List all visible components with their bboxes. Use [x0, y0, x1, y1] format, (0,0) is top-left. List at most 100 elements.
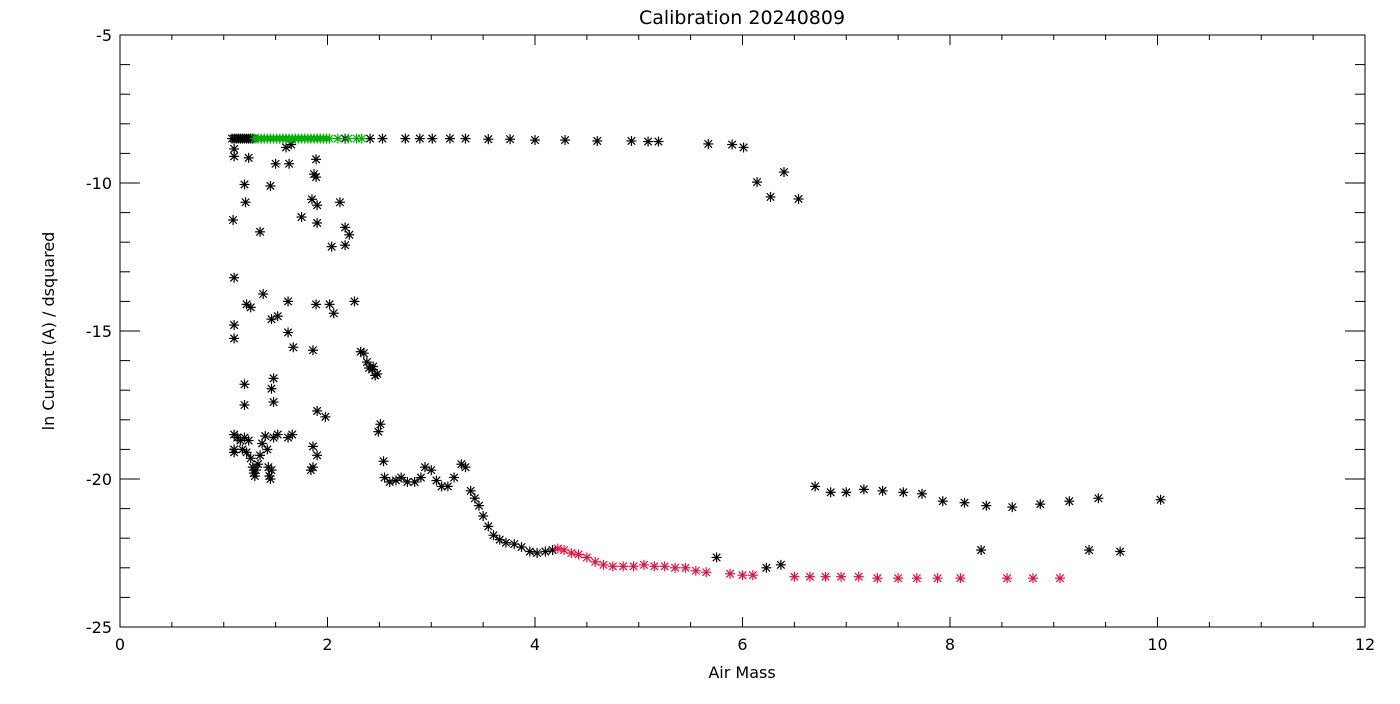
- x-tick-label: 10: [1147, 635, 1167, 654]
- data-point: [955, 573, 966, 584]
- data-point: [959, 497, 970, 508]
- data-point: [239, 179, 250, 190]
- data-point: [340, 222, 351, 233]
- y-tick-label: -10: [86, 174, 112, 193]
- data-point: [324, 299, 335, 310]
- chart-title: Calibration 20240809: [639, 7, 845, 29]
- data-point: [312, 450, 323, 461]
- data-point: [573, 549, 584, 560]
- data-point: [284, 158, 295, 169]
- data-point: [373, 426, 384, 437]
- data-point: [384, 476, 395, 487]
- data-point: [473, 500, 484, 511]
- x-tick-label: 8: [945, 635, 955, 654]
- x-tick-label: 6: [737, 635, 747, 654]
- data-point: [643, 136, 654, 147]
- data-point: [530, 135, 540, 146]
- data-point: [365, 133, 376, 144]
- data-point: [311, 172, 322, 183]
- data-point: [752, 177, 763, 188]
- data-point: [670, 562, 681, 573]
- x-tick-label: 2: [322, 635, 332, 654]
- data-point: [465, 485, 476, 496]
- data-point: [911, 573, 922, 584]
- data-point: [825, 487, 836, 498]
- data-point: [500, 537, 511, 548]
- y-tick-label: -5: [96, 26, 112, 45]
- data-point: [841, 487, 852, 498]
- data-point: [311, 154, 322, 165]
- data-point: [680, 562, 691, 573]
- data-point: [229, 151, 240, 162]
- data-point: [804, 571, 815, 582]
- data-point: [272, 429, 283, 440]
- data-point: [415, 472, 426, 483]
- data-point: [469, 493, 480, 504]
- data-point: [937, 496, 948, 507]
- data-point: [265, 474, 276, 484]
- data-point: [638, 559, 649, 570]
- data-point: [488, 530, 499, 541]
- data-point: [810, 481, 821, 492]
- data-point: [659, 561, 670, 572]
- data-point: [893, 573, 904, 584]
- data-point: [649, 561, 660, 572]
- data-point: [701, 567, 712, 578]
- data-point: [618, 561, 629, 572]
- data-point: [598, 559, 609, 570]
- y-tick-label: -20: [86, 470, 112, 489]
- data-point: [245, 453, 256, 464]
- data-point: [460, 133, 471, 144]
- data-point: [307, 462, 318, 473]
- data-point: [349, 296, 360, 307]
- data-point: [260, 431, 271, 442]
- data-point: [344, 229, 355, 240]
- data-point: [436, 481, 447, 492]
- data-point: [255, 226, 266, 237]
- data-point: [266, 465, 277, 476]
- data-point: [228, 215, 239, 225]
- data-point: [312, 405, 323, 416]
- data-point: [252, 459, 263, 470]
- data-point: [626, 135, 637, 146]
- data-point: [400, 133, 411, 144]
- data-point: [239, 400, 250, 410]
- data-point: [505, 134, 516, 145]
- data-point: [426, 465, 437, 476]
- data-point: [262, 444, 273, 455]
- y-tick-label: -15: [86, 322, 112, 341]
- data-point: [296, 212, 307, 223]
- data-point: [287, 429, 298, 440]
- data-point: [524, 546, 535, 557]
- data-point: [1002, 573, 1013, 584]
- data-point: [607, 561, 618, 572]
- data-point: [320, 411, 331, 422]
- data-point: [288, 342, 299, 353]
- data-point: [820, 571, 831, 582]
- data-point: [540, 546, 551, 557]
- data-point: [268, 373, 279, 384]
- data-point: [358, 348, 369, 359]
- data-point: [738, 142, 749, 153]
- data-point: [976, 545, 987, 556]
- data-point: [272, 311, 283, 322]
- data-point: [240, 197, 251, 208]
- data-point: [229, 143, 240, 154]
- data-point: [552, 543, 563, 554]
- data-point: [311, 299, 322, 310]
- data-point: [1084, 545, 1095, 556]
- data-point: [877, 485, 888, 496]
- data-point: [268, 397, 279, 408]
- data-point: [375, 419, 386, 430]
- data-point: [711, 552, 722, 563]
- data-point: [1054, 573, 1065, 584]
- data-point: [981, 500, 992, 511]
- data-point: [409, 476, 420, 487]
- data-point: [449, 472, 460, 483]
- data-point: [258, 289, 269, 299]
- data-point: [1007, 502, 1018, 513]
- data-point: [372, 368, 383, 379]
- y-tick-label: -25: [86, 618, 112, 637]
- data-point: [628, 561, 639, 572]
